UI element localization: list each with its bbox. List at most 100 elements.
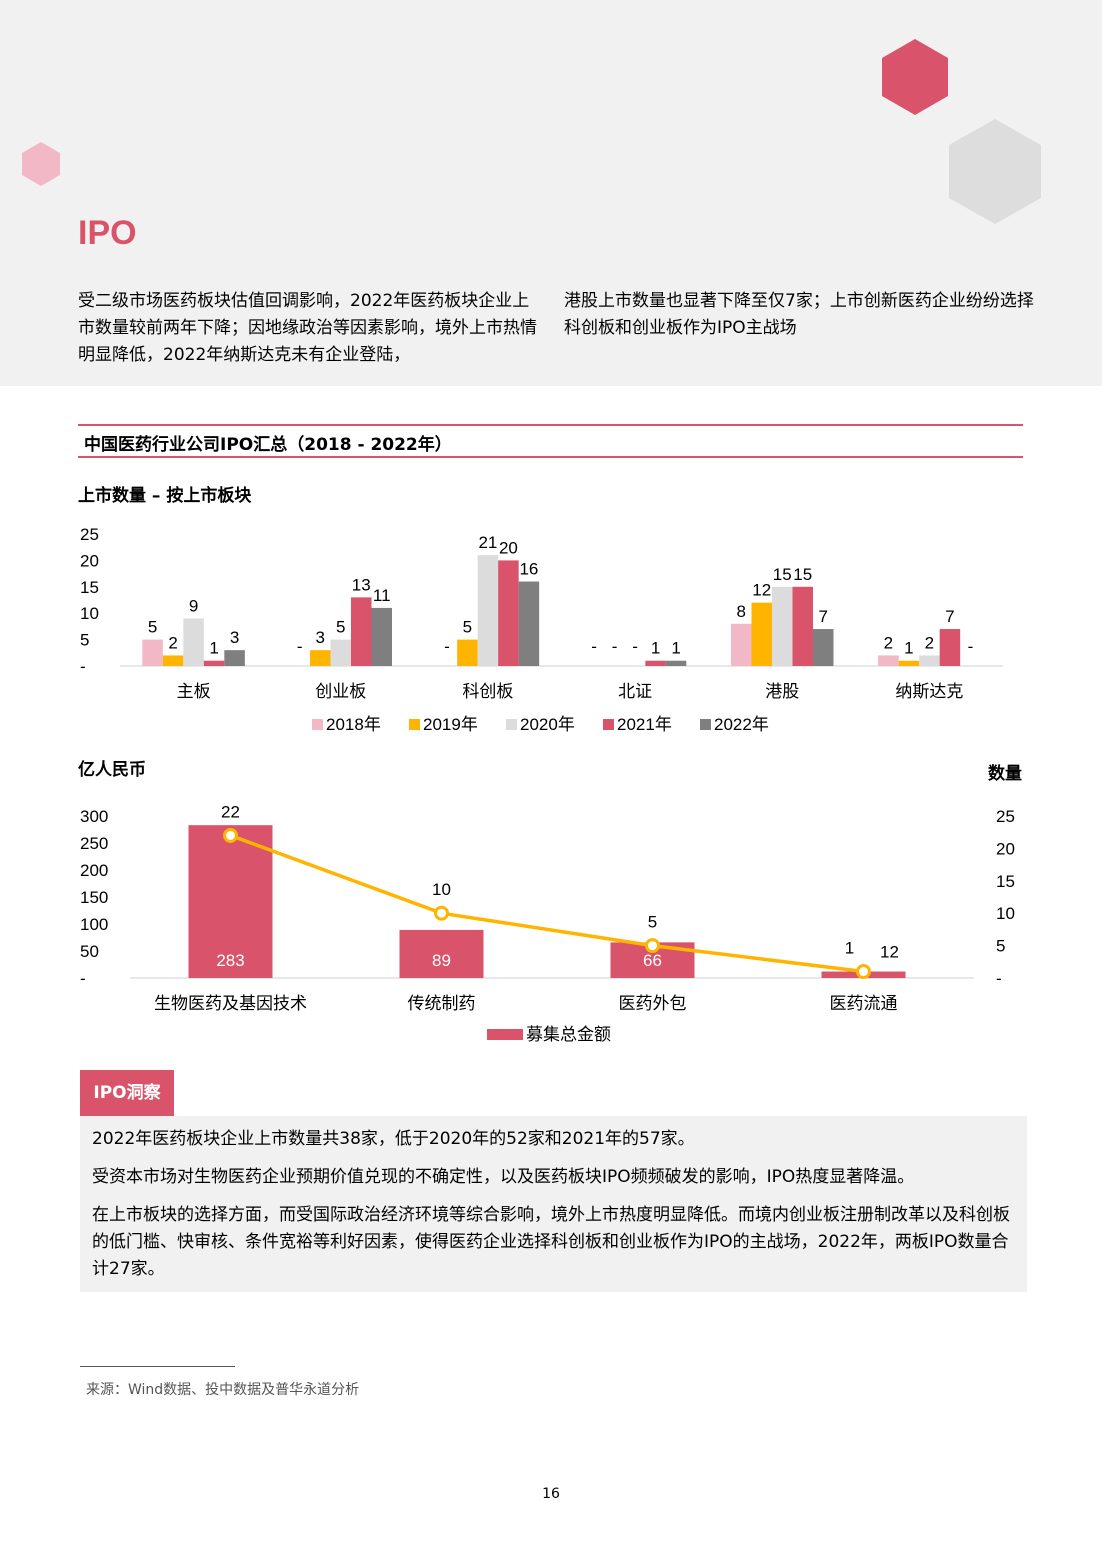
- hexagon-gray-decor: [949, 119, 1041, 224]
- chart1-data-label: 21: [478, 533, 497, 552]
- chart1-data-label: -: [297, 637, 303, 656]
- chart1-bar: [878, 655, 899, 666]
- chart2-line-point: [223, 827, 238, 843]
- chart1-data-label: 11: [373, 586, 391, 605]
- section-top-rule: [78, 424, 1023, 426]
- chart1-bar: [162, 655, 184, 666]
- chart2-legend-label: 募集总金额: [526, 1025, 611, 1044]
- insight-paragraph-3: 在上市板块的选择方面，而受国际政治经济环境等综合影响，境外上市热度明显降低。而境…: [92, 1205, 1010, 1279]
- chart1-legend-swatch: [312, 719, 323, 730]
- chart2-left-tick: 50: [80, 942, 99, 961]
- chart1-bar: [498, 560, 519, 666]
- chart1-data-label: 3: [316, 628, 325, 647]
- chart1-bar: [457, 639, 478, 666]
- chart2-right-tick: 20: [996, 839, 1015, 858]
- chart2-line-point: [434, 905, 449, 921]
- chart1-data-label: 7: [945, 607, 954, 626]
- chart1-data-label: 2: [884, 633, 893, 652]
- chart1-y-tick: 25: [80, 525, 99, 544]
- chart2-bar: [188, 825, 273, 978]
- chart2-category-label: 生物医药及基因技术: [154, 994, 307, 1013]
- chart1-title: 上市数量 – 按上市板块: [78, 486, 252, 506]
- chart2-count-line: [229, 833, 864, 974]
- chart1-category-label: 纳斯达克: [895, 682, 963, 701]
- chart1-data-label: 5: [336, 618, 345, 637]
- chart2-bar-label: 66: [643, 951, 662, 970]
- chart1-data-label: 1: [671, 639, 680, 658]
- chart1-y-tick: 10: [80, 604, 99, 623]
- source-note: 来源：Wind数据、投中数据及普华永道分析: [86, 1382, 360, 1398]
- chart1-bar: [203, 660, 225, 666]
- chart1-legend-label: 2022年: [714, 715, 769, 734]
- chart1-data-label: 12: [752, 581, 771, 600]
- chart2-left-tick: 100: [80, 915, 108, 934]
- chart1-data-label: 1: [651, 639, 660, 658]
- page-number: 16: [542, 1486, 560, 1502]
- chart2-line-point: [645, 938, 660, 954]
- chart2-bar-label: 12: [880, 943, 899, 962]
- chart2-line-label: 5: [648, 913, 657, 932]
- fundraising-by-segment-chart: 亿人民币 数量30025020015010050-252015105-283生物医…: [78, 759, 1022, 1044]
- chart1-data-label: 9: [189, 596, 198, 615]
- chart1-data-label: 8: [737, 602, 746, 621]
- chart1-bar: [939, 629, 961, 666]
- chart1-legend-swatch: [409, 719, 420, 730]
- chart1-legend-swatch: [700, 719, 711, 730]
- chart1-bar: [183, 618, 204, 666]
- insight-tag: IPO洞察: [80, 1070, 174, 1116]
- chart1-data-label: 13: [352, 575, 371, 594]
- chart2-left-tick: 200: [80, 861, 108, 880]
- chart1-data-label: 5: [463, 618, 472, 637]
- intro-text-right: 港股上市数量也显著下降至仅7家；上市创新医药企业纷纷选择科创板和创业板作为IPO…: [564, 291, 1034, 338]
- chart1-data-label: 15: [773, 565, 792, 584]
- section-bottom-rule: [78, 456, 1023, 458]
- chart2-bar: [399, 929, 484, 978]
- chart1-data-label: -: [612, 637, 618, 656]
- chart2-category-label: 医药外包: [619, 994, 687, 1013]
- chart1-bar: [665, 660, 687, 666]
- chart1-legend-label: 2020年: [520, 715, 575, 734]
- chart1-y-tick: -: [80, 657, 86, 676]
- chart1-legend-swatch: [603, 719, 614, 730]
- insight-paragraph-1: 2022年医药板块企业上市数量共38家，低于2020年的52家和2021年的57…: [92, 1129, 695, 1149]
- chart2-left-axis-title: 亿人民币: [78, 759, 146, 779]
- chart2-left-tick: -: [80, 969, 86, 988]
- insight-paragraph-2: 受资本市场对生物医药企业预期价值兑现的不确定性，以及医药板块IPO频频破发的影响…: [92, 1167, 915, 1187]
- chart1-bar: [919, 655, 940, 666]
- page-title: IPO: [78, 214, 137, 252]
- chart1-data-label: -: [591, 637, 597, 656]
- chart1-data-label: 7: [819, 607, 828, 626]
- chart1-data-label: 16: [519, 560, 538, 579]
- chart1-bar: [898, 660, 920, 666]
- chart1-data-label: -: [968, 637, 974, 656]
- chart1-category-label: 北证: [618, 682, 652, 701]
- chart1-data-label: 5: [148, 618, 157, 637]
- hexagon-red-decor: [882, 39, 948, 115]
- chart1-data-label: -: [444, 637, 450, 656]
- chart1-bar: [813, 629, 834, 666]
- chart1-bar: [731, 623, 752, 666]
- source-rule: [80, 1366, 235, 1367]
- chart2-left-tick: 250: [80, 834, 108, 853]
- chart2-category-label: 医药流通: [830, 994, 898, 1013]
- chart1-bar: [645, 660, 666, 666]
- chart1-bar: [224, 650, 245, 666]
- chart1-bar: [477, 555, 499, 666]
- chart2-bar-label: 89: [432, 951, 451, 970]
- chart1-category-label: 主板: [177, 682, 211, 701]
- chart2-line-label: 10: [432, 880, 451, 899]
- chart1-data-label: -: [632, 637, 638, 656]
- chart1-bar: [142, 639, 163, 666]
- hexagon-pink-decor: [22, 142, 60, 186]
- chart1-data-label: 2: [925, 633, 934, 652]
- chart1-bar: [792, 586, 813, 666]
- chart1-category-label: 科创板: [462, 682, 513, 701]
- chart1-y-tick: 5: [80, 631, 89, 650]
- chart2-right-tick: 10: [996, 904, 1015, 923]
- chart1-y-tick: 20: [80, 551, 99, 570]
- chart1-data-label: 1: [209, 639, 218, 658]
- chart1-data-label: 2: [168, 633, 177, 652]
- chart2-legend-swatch: [487, 1029, 523, 1040]
- chart1-legend-swatch: [506, 719, 517, 730]
